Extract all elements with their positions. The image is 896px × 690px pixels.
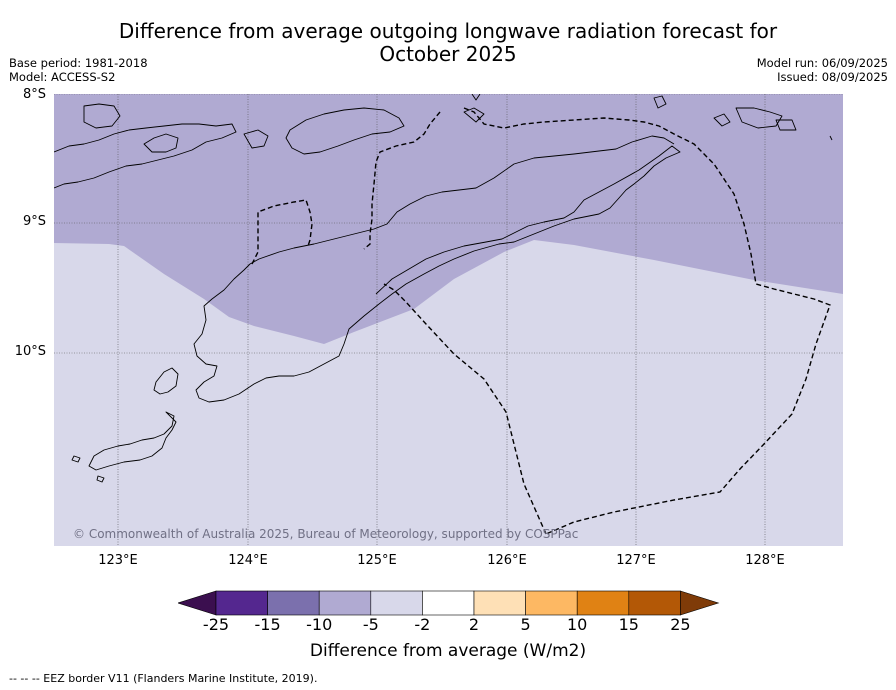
lon-label-128e: 128°E xyxy=(745,553,785,568)
colorbar-arrow-low xyxy=(178,590,217,616)
colorbar-tick-label: -15 xyxy=(254,615,281,634)
colorbar-segment xyxy=(370,590,423,616)
lembata-coast xyxy=(83,103,121,129)
anomaly-band-dark xyxy=(54,94,843,344)
lat-label-10s: 10°S xyxy=(14,344,46,359)
colorbar-tick-label: 2 xyxy=(468,615,480,634)
model-name: Model: ACCESS-S2 xyxy=(9,70,116,84)
colorbar-segment xyxy=(576,590,630,616)
colorbar-arrow-high xyxy=(680,590,720,616)
colorbar-tick-label: 25 xyxy=(670,615,691,634)
colorbar-tick-label: -2 xyxy=(414,615,431,634)
east-islet-4 xyxy=(775,119,797,131)
lon-label-127e: 127°E xyxy=(616,553,656,568)
colorbar-segment xyxy=(318,590,372,616)
lon-label-125e: 125°E xyxy=(357,553,397,568)
colorbar-tick-label: 5 xyxy=(520,615,531,634)
base-period: Base period: 1981-2018 xyxy=(9,56,148,70)
lat-label-9s: 9°S xyxy=(22,214,46,229)
map-title: Difference from average outgoing longwav… xyxy=(0,20,896,66)
title-line-2: October 2025 xyxy=(379,42,517,66)
colorbar-tick-label: -25 xyxy=(202,615,230,634)
wetar-coast xyxy=(471,94,481,101)
lon-label-123e: 123°E xyxy=(98,553,138,568)
colorbar xyxy=(178,590,720,616)
colorbar-label: Difference from average (W/m2) xyxy=(309,641,587,661)
copyright-notice: © Commonwealth of Australia 2025, Bureau… xyxy=(73,527,579,541)
footer-note: -- -- -- EEZ border V11 (Flanders Marine… xyxy=(9,672,318,685)
east-islet-1 xyxy=(653,95,667,109)
semau-coast xyxy=(153,367,179,395)
colorbar-segment xyxy=(215,590,268,616)
meta-right: Model run: 06/09/2025 Issued: 08/09/2025 xyxy=(757,56,888,84)
adonara-coast xyxy=(143,133,179,153)
east-islet-3 xyxy=(735,107,783,129)
issued-date: Issued: 08/09/2025 xyxy=(777,70,888,84)
colorbar-segment xyxy=(525,590,578,616)
alor-coast xyxy=(285,107,405,155)
colorbar-tick-label: -5 xyxy=(362,615,379,634)
title-line-1: Difference from average outgoing longwav… xyxy=(118,19,778,43)
colorbar-tick-label: 15 xyxy=(618,615,639,634)
lon-label-126e: 126°E xyxy=(487,553,527,568)
colorbar-tick-label: 10 xyxy=(567,615,588,634)
pantar-coast xyxy=(243,129,269,149)
lon-label-124e: 124°E xyxy=(228,553,268,568)
timor-coast xyxy=(193,135,681,403)
ndao-coast xyxy=(71,455,105,483)
meta-left: Base period: 1981-2018 Model: ACCESS-S2 xyxy=(9,56,148,84)
lat-label-8s: 8°S xyxy=(22,87,46,102)
colorbar-segment xyxy=(628,590,681,616)
eez-border xyxy=(251,107,831,535)
atauro-coast xyxy=(463,107,485,123)
colorbar-tick-label: -10 xyxy=(306,615,333,634)
coastlines xyxy=(54,94,833,483)
east-islet-5 xyxy=(829,135,833,141)
colorbar-segments xyxy=(178,590,720,616)
flores-coast xyxy=(54,123,237,189)
rote-coast xyxy=(88,411,177,471)
colorbar-segment xyxy=(473,590,526,616)
map-panel xyxy=(54,94,843,546)
east-islet-2 xyxy=(713,113,731,127)
colorbar-segment xyxy=(267,590,320,616)
colorbar-segment xyxy=(422,590,475,616)
model-run: Model run: 06/09/2025 xyxy=(756,56,888,70)
